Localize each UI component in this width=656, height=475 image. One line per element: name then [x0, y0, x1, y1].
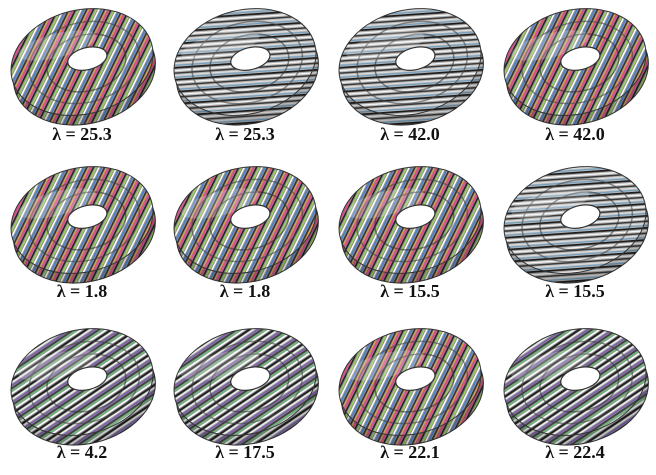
torus-render	[493, 314, 656, 459]
torus-render	[328, 0, 495, 140]
panel-label: λ = 25.3	[215, 124, 275, 144]
torus-render	[493, 0, 656, 140]
torus-render	[163, 152, 330, 297]
torus-render	[0, 0, 167, 140]
panel-label: λ = 25.3	[52, 124, 112, 144]
panel-label: λ = 42.0	[380, 124, 440, 144]
panel-label: λ = 17.5	[215, 442, 275, 462]
panel-label: λ = 22.4	[545, 442, 605, 462]
panel-label: λ = 1.8	[57, 281, 108, 301]
panel-label: λ = 1.8	[220, 281, 271, 301]
torus-render	[493, 152, 656, 297]
panel-label: λ = 22.1	[380, 442, 440, 462]
torus-render	[328, 152, 495, 297]
panel-label: λ = 15.5	[545, 281, 605, 301]
figure: λ = 25.3 λ = 25.3 λ = 42.0 λ = 42.0 λ = 1.8 λ…	[0, 0, 656, 475]
torus-render	[0, 314, 167, 459]
torus-render	[0, 152, 167, 297]
panel-label: λ = 15.5	[380, 281, 440, 301]
torus-render	[328, 314, 495, 459]
torus-render	[163, 314, 330, 459]
panel-label: λ = 4.2	[57, 442, 108, 462]
panel-label: λ = 42.0	[545, 124, 605, 144]
torus-render	[163, 0, 330, 140]
